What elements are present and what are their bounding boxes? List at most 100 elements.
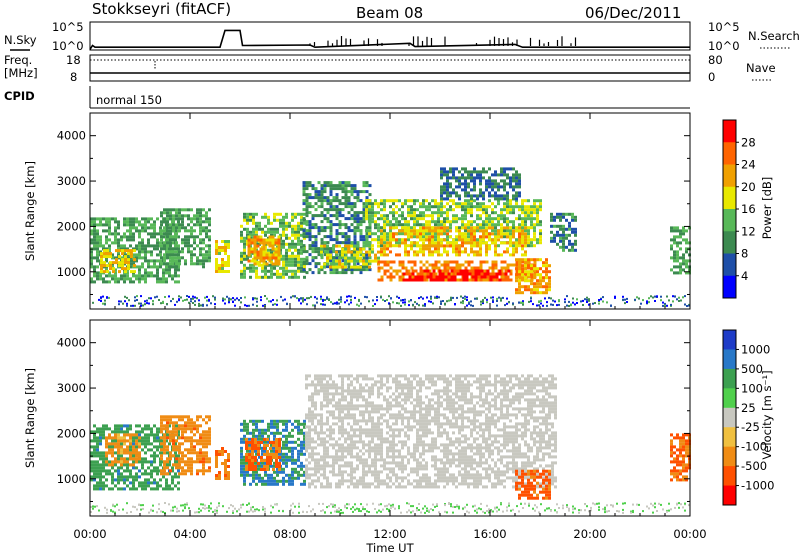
power-cell: [138, 253, 141, 257]
velocity-cell: [147, 472, 150, 476]
velocity-cell: [258, 464, 261, 468]
power-cell: [158, 299, 160, 301]
power-cell: [392, 199, 395, 203]
power-cell: [506, 197, 509, 201]
power-cell: [164, 296, 166, 298]
velocity-cell: [270, 479, 273, 483]
power-cell: [404, 244, 407, 248]
velocity-cell: [144, 436, 147, 440]
velocity-cell: [267, 422, 270, 426]
power-cell: [506, 220, 509, 224]
power-cell: [476, 266, 480, 270]
velocity-cell: [102, 469, 105, 473]
power-cell: [500, 275, 504, 279]
power-cell: [311, 214, 315, 218]
power-cell: [377, 256, 380, 260]
power-cell: [416, 214, 419, 218]
power-cell: [434, 205, 437, 209]
power-cell: [240, 254, 243, 258]
power-cell: [503, 232, 506, 236]
power-cell: [386, 241, 389, 245]
velocity-cell: [172, 463, 175, 467]
power-cell: [452, 208, 455, 212]
power-cell: [492, 272, 496, 276]
power-cell: [262, 253, 266, 257]
power-cell: [294, 272, 297, 276]
power-cell: [168, 274, 171, 278]
power-cell: [129, 232, 132, 236]
velocity-cell: [199, 457, 202, 461]
velocity-cell: [117, 472, 120, 476]
power-cell: [320, 268, 324, 272]
power-cell: [177, 247, 180, 251]
power-cell: [364, 295, 366, 298]
velocity-cell: [267, 434, 270, 438]
power-cell: [444, 302, 446, 305]
power-cell: [234, 298, 236, 301]
power-cell: [533, 199, 536, 203]
power-cell: [282, 230, 285, 234]
power-cell: [140, 295, 142, 298]
nsky-label: N.Sky: [4, 33, 37, 47]
velocity-cell: [261, 464, 264, 468]
velocity-cell: [202, 418, 205, 422]
power-cell: [147, 265, 150, 269]
power-cell: [346, 299, 348, 302]
power-cell: [464, 229, 467, 233]
power-cell: [506, 182, 509, 186]
power-cell: [227, 264, 230, 267]
power-cell: [509, 229, 512, 233]
velocity-cell: [111, 487, 114, 491]
power-cell: [338, 250, 342, 254]
power-cell: [335, 211, 339, 215]
power-cell: [550, 212, 553, 216]
velocity-cell: [126, 475, 129, 479]
power-cell: [175, 259, 178, 263]
power-cell: [568, 305, 570, 307]
velocity-cell: [208, 469, 211, 473]
power-cell: [383, 247, 386, 251]
power-cell: [449, 223, 452, 227]
power-cell: [338, 199, 342, 203]
power-cell: [329, 214, 333, 218]
power-cell: [329, 253, 332, 257]
velocity-cell: [108, 469, 111, 473]
power-cell: [452, 202, 455, 206]
power-cell: [488, 220, 491, 224]
velocity-cell: [166, 457, 169, 461]
power-cell: [562, 227, 565, 231]
power-cell: [500, 241, 503, 245]
velocity-cell: [129, 457, 132, 461]
power-cell: [294, 230, 297, 234]
velocity-cell: [117, 451, 120, 455]
power-cell: [533, 273, 536, 277]
power-cell: [533, 282, 536, 286]
power-cell: [377, 229, 380, 233]
velocity-cell: [187, 463, 190, 467]
velocity-cell: [93, 472, 96, 476]
power-cell: [489, 275, 493, 279]
power-cell: [365, 241, 368, 245]
power-cell: [326, 265, 330, 269]
power-cell: [662, 301, 664, 304]
velocity-cell: [129, 448, 132, 452]
nsearch-label: N.Search: [748, 29, 800, 43]
power-cell: [248, 304, 250, 307]
power-cell: [416, 244, 419, 248]
power-cell: [503, 202, 506, 206]
velocity-cell: [90, 466, 93, 470]
power-cell: [401, 232, 404, 236]
velocity-cell: [169, 451, 172, 455]
power-cell: [446, 232, 449, 236]
velocity-cell: [258, 431, 261, 435]
power-cell: [326, 181, 330, 185]
power-cell: [383, 208, 386, 212]
power-cell: [190, 259, 193, 263]
power-cell: [90, 232, 93, 236]
power-cell: [252, 221, 255, 225]
velocity-cell: [291, 455, 294, 459]
power-cell: [440, 244, 443, 248]
velocity-cell: [147, 427, 150, 431]
velocity-cell: [105, 463, 108, 467]
power-cell: [270, 233, 273, 237]
